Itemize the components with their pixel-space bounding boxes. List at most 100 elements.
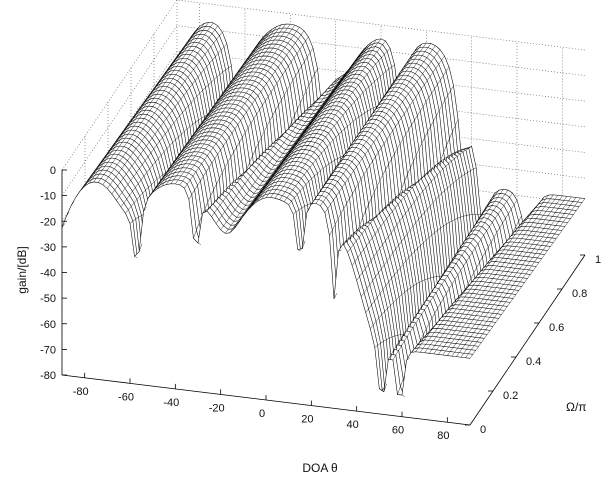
- mesh-segment: [230, 86, 234, 91]
- mesh-segment: [401, 181, 405, 189]
- mesh-segment: [195, 167, 199, 172]
- mesh-segment: [346, 165, 350, 170]
- mesh-segment: [347, 85, 352, 91]
- mesh-segment: [465, 285, 470, 290]
- mesh-segment: [369, 280, 373, 285]
- mesh-segment: [424, 47, 429, 52]
- mesh-segment: [321, 105, 325, 110]
- mesh-segment: [505, 213, 509, 219]
- mesh-segment: [308, 125, 312, 130]
- mesh-segment: [276, 185, 280, 190]
- mesh-segment: [408, 89, 412, 94]
- mesh-segment: [333, 85, 337, 90]
- mesh-segment: [469, 306, 473, 311]
- mesh-segment: [160, 75, 164, 80]
- mesh-segment: [411, 58, 415, 64]
- mesh-segment: [519, 264, 523, 269]
- mesh-segment: [359, 70, 363, 75]
- mesh-segment: [535, 249, 539, 254]
- mesh-segment: [461, 148, 465, 150]
- mesh-segment: [340, 81, 344, 86]
- mesh-segment: [424, 131, 428, 138]
- mesh-segment: [380, 222, 384, 227]
- mesh-segment: [172, 74, 177, 79]
- mesh-segment: [170, 179, 174, 184]
- mesh-segment: [325, 91, 329, 96]
- mesh-segment: [447, 351, 451, 356]
- mesh-segment: [158, 94, 162, 99]
- mesh-segment: [477, 281, 482, 286]
- mesh-segment: [199, 139, 203, 144]
- mesh-segment: [308, 155, 312, 161]
- mesh-segment: [516, 255, 520, 260]
- mesh-segment: [387, 99, 391, 104]
- mesh-segment: [497, 209, 502, 214]
- mesh-segment: [481, 338, 485, 343]
- mesh-segment: [308, 133, 313, 138]
- mesh-segment: [252, 181, 256, 187]
- mesh-segment: [122, 152, 126, 157]
- mesh-segment: [226, 217, 230, 222]
- mesh-segment: [332, 224, 336, 230]
- mesh-segment: [156, 89, 161, 95]
- mesh-segment: [382, 285, 387, 290]
- mesh-segment: [297, 141, 301, 146]
- mesh-segment: [533, 266, 537, 271]
- mesh-segment: [137, 153, 141, 159]
- mesh-segment: [268, 56, 273, 62]
- mesh-segment: [422, 187, 426, 192]
- mesh-segment: [363, 245, 367, 250]
- mesh-segment: [338, 167, 342, 172]
- mesh-segment: [282, 132, 286, 136]
- mesh-segment: [511, 241, 515, 247]
- mesh-segment: [199, 215, 203, 223]
- mesh-segment: [473, 328, 477, 333]
- mesh-segment: [151, 87, 156, 92]
- mesh-segment: [379, 210, 383, 214]
- mesh-segment: [305, 107, 309, 111]
- mesh-segment: [464, 292, 468, 298]
- mesh-segment: [202, 210, 206, 214]
- mesh-segment: [221, 92, 225, 97]
- mesh-segment: [284, 173, 288, 178]
- mesh-segment: [179, 84, 183, 90]
- mesh-segment: [378, 57, 382, 61]
- mesh-segment: [234, 182, 238, 186]
- mesh-segment: [349, 91, 353, 96]
- mesh-segment: [352, 188, 356, 194]
- mesh-segment: [182, 54, 186, 59]
- mesh-segment: [151, 112, 155, 117]
- mesh-segment: [405, 209, 409, 214]
- mesh-segment: [155, 158, 159, 162]
- mesh-segment: [110, 180, 114, 185]
- mesh-segment: [302, 163, 306, 168]
- mesh-segment: [342, 155, 346, 160]
- mesh-segment: [324, 146, 328, 150]
- mesh-segment: [354, 139, 358, 144]
- mesh-segment: [344, 73, 348, 78]
- mesh-segment: [565, 213, 570, 219]
- mesh-segment: [359, 50, 364, 55]
- mesh-segment: [471, 345, 475, 350]
- mesh-segment: [470, 297, 475, 303]
- mesh-segment: [132, 218, 136, 222]
- mesh-segment: [337, 156, 341, 159]
- mesh-segment: [298, 132, 302, 138]
- mesh-segment: [490, 237, 495, 243]
- mesh-segment: [513, 228, 517, 233]
- mesh-segment: [361, 229, 366, 234]
- mesh-segment: [525, 215, 529, 219]
- mesh-segment: [503, 245, 507, 250]
- mesh-segment: [455, 326, 459, 331]
- mesh-segment: [207, 112, 211, 117]
- mesh-segment: [126, 169, 130, 175]
- mesh-segment: [491, 296, 496, 301]
- mesh-segment: [399, 101, 403, 106]
- mesh-segment: [161, 182, 165, 187]
- mesh-segment: [514, 264, 519, 269]
- mesh-segment: [341, 103, 345, 108]
- mesh-segment: [237, 178, 241, 183]
- mesh-segment: [164, 104, 168, 109]
- mesh-segment: [407, 60, 411, 65]
- mesh-segment: [395, 204, 399, 208]
